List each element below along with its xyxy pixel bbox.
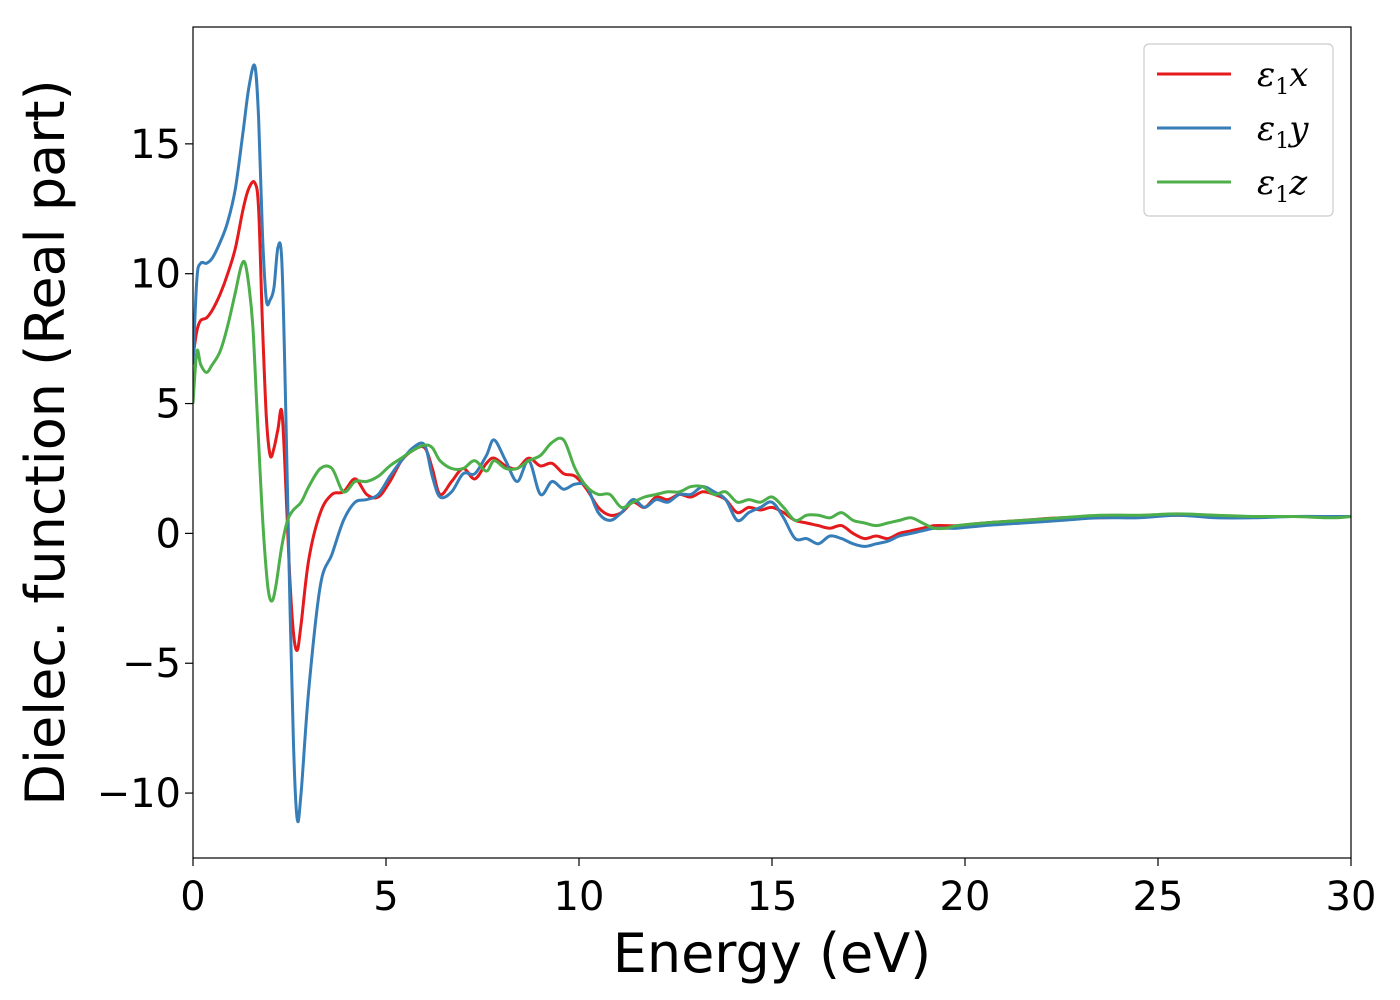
x-tick-label: 15 <box>747 874 798 920</box>
ticks-layer: 0 5 10 15 20 25 30 −10 −5 0 5 10 15 <box>97 122 1377 920</box>
series-layer <box>193 63 1351 824</box>
legend-subscript: 1 <box>1275 75 1289 100</box>
legend-label-x: ε1x <box>1257 55 1308 100</box>
y-tick-label: −5 <box>122 641 181 687</box>
y-tick-label: 0 <box>156 511 181 557</box>
x-tick-label: 20 <box>940 874 991 920</box>
legend-label-z: ε1z <box>1257 163 1308 208</box>
x-tick-label: 25 <box>1133 874 1184 920</box>
legend-symbol: ε <box>1257 163 1275 203</box>
x-axis-label: Energy (eV) <box>613 922 932 985</box>
legend-symbol: ε <box>1257 109 1275 149</box>
x-tick-label: 30 <box>1326 874 1377 920</box>
legend-label-y: ε1y <box>1257 109 1309 154</box>
legend-subscript: 1 <box>1275 183 1289 208</box>
legend-symbol: ε <box>1257 55 1275 95</box>
y-tick-label: 10 <box>130 252 181 298</box>
y-tick-label: 15 <box>130 122 181 168</box>
series-line-z <box>193 259 1351 603</box>
y-axis-label: Dielec. function (Real part) <box>14 79 77 805</box>
legend-variable: z <box>1288 163 1308 203</box>
x-tick-label: 5 <box>373 874 398 920</box>
x-tick-label: 0 <box>180 874 205 920</box>
y-tick-label: −10 <box>97 771 181 817</box>
legend-variable: x <box>1289 55 1308 95</box>
series-line-x <box>193 180 1351 652</box>
y-tick-label: 5 <box>156 382 181 428</box>
legend-subscript: 1 <box>1275 129 1289 154</box>
series-line-y <box>193 63 1351 824</box>
x-tick-label: 10 <box>554 874 605 920</box>
legend-variable: y <box>1287 109 1309 149</box>
legend-box <box>1143 43 1334 217</box>
